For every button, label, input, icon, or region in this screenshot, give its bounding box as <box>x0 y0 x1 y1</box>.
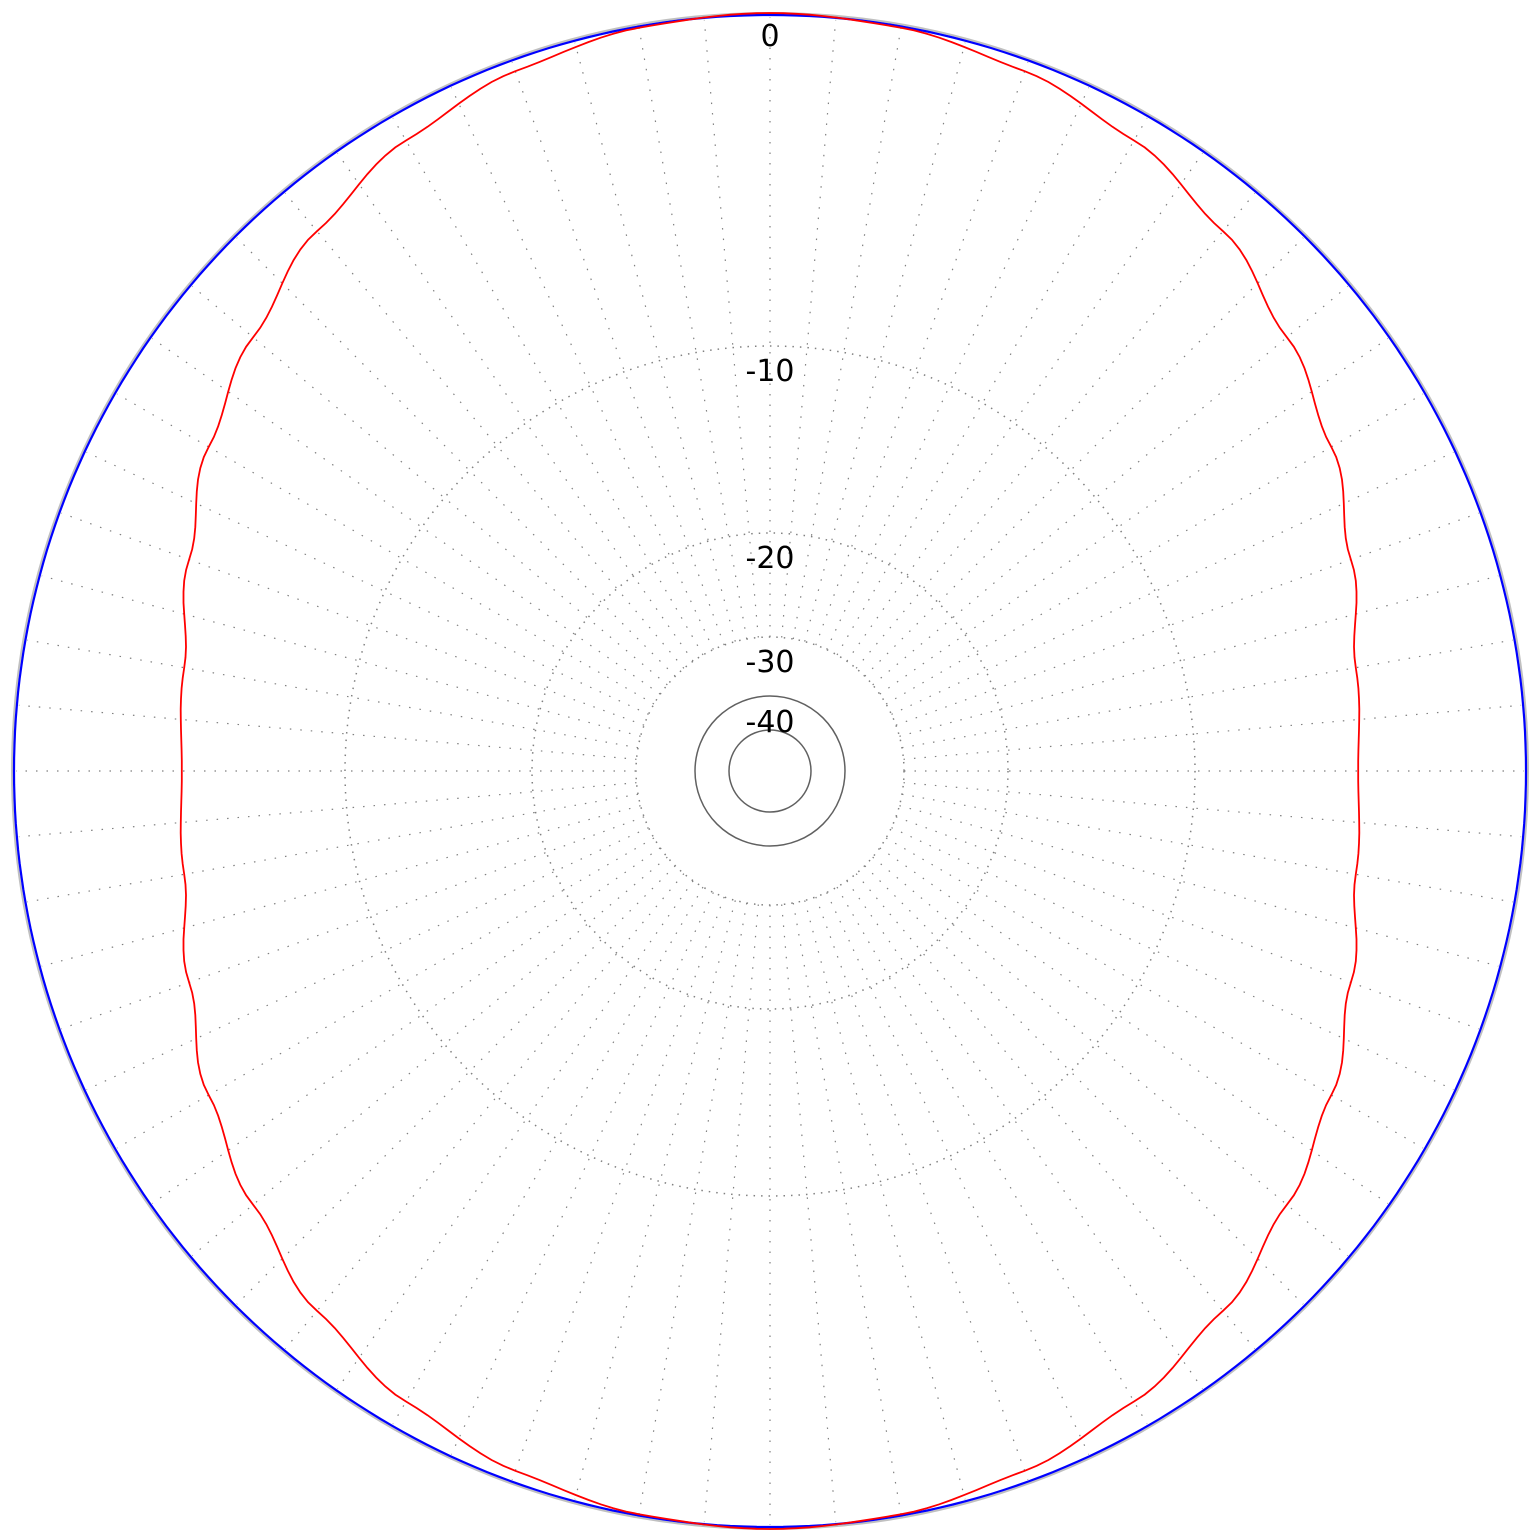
spoke-320 <box>284 193 685 669</box>
radial-grid-spokes <box>16 17 1524 1525</box>
spoke-260 <box>27 793 639 903</box>
spoke-60 <box>885 393 1424 705</box>
spoke-25 <box>826 87 1090 650</box>
series-line-2 <box>179 12 1361 1530</box>
ring-minus-20db <box>531 532 1009 1010</box>
spoke-30 <box>836 117 1148 656</box>
spoke-220 <box>284 873 685 1349</box>
ring-minus-40db <box>694 695 846 847</box>
spoke-70 <box>895 512 1479 726</box>
spoke-130 <box>872 856 1348 1257</box>
spoke-295 <box>86 451 649 715</box>
spoke-280 <box>27 639 639 749</box>
spoke-275 <box>18 704 637 760</box>
spoke-290 <box>61 512 645 726</box>
spoke-150 <box>836 886 1148 1425</box>
spoke-100 <box>901 793 1513 903</box>
spoke-175 <box>781 904 837 1523</box>
spoke-120 <box>885 837 1424 1149</box>
spoke-330 <box>392 117 704 656</box>
spoke-230 <box>192 856 668 1257</box>
spoke-165 <box>804 900 966 1500</box>
spoke-325 <box>337 153 694 662</box>
ring-0db <box>11 12 1529 1530</box>
series-line-1 <box>12 13 1528 1529</box>
radial-tick-labels: 0 -10 -20 -30 -40 <box>746 19 795 740</box>
spoke-135 <box>864 865 1304 1305</box>
spoke-65 <box>891 451 1454 715</box>
spoke-215 <box>337 880 694 1389</box>
spoke-265 <box>18 782 637 838</box>
spoke-145 <box>846 880 1203 1389</box>
spoke-80 <box>901 639 1513 749</box>
spoke-45 <box>864 237 1304 677</box>
spoke-195 <box>574 900 736 1500</box>
spoke-245 <box>86 827 649 1091</box>
spoke-85 <box>903 704 1522 760</box>
tick-label-0: 0 <box>760 19 779 54</box>
spoke-105 <box>899 805 1499 967</box>
spoke-115 <box>891 827 1454 1091</box>
concentric-grid-rings <box>11 12 1529 1530</box>
spoke-310 <box>192 285 668 686</box>
spoke-335 <box>450 87 714 650</box>
spoke-250 <box>61 816 645 1030</box>
series-layer <box>12 12 1528 1530</box>
spoke-140 <box>855 873 1256 1349</box>
spoke-10 <box>792 28 902 640</box>
spoke-225 <box>236 865 676 1305</box>
spoke-205 <box>450 892 714 1455</box>
spoke-155 <box>826 892 1090 1455</box>
spoke-110 <box>895 816 1479 1030</box>
spoke-50 <box>872 285 1348 686</box>
spoke-255 <box>41 805 641 967</box>
spoke-15 <box>804 42 966 642</box>
spoke-190 <box>638 902 748 1514</box>
spoke-160 <box>815 896 1029 1480</box>
spoke-350 <box>638 28 748 640</box>
spoke-300 <box>116 393 655 705</box>
ring-minus-30db <box>635 636 905 906</box>
tick-label-minus-20: -20 <box>746 541 795 576</box>
spoke-285 <box>41 575 641 737</box>
spoke-75 <box>899 575 1499 737</box>
spoke-35 <box>846 153 1203 662</box>
spoke-20 <box>815 62 1029 646</box>
spoke-345 <box>574 42 736 642</box>
ring-minus-50db <box>728 729 812 813</box>
spoke-170 <box>792 902 902 1514</box>
tick-label-minus-30: -30 <box>746 645 795 680</box>
spoke-95 <box>903 782 1522 838</box>
ring-minus-10db <box>344 345 1196 1197</box>
spoke-240 <box>116 837 655 1149</box>
spoke-210 <box>392 886 704 1425</box>
tick-label-minus-40: -40 <box>746 705 795 740</box>
spoke-200 <box>511 896 725 1480</box>
spoke-40 <box>855 193 1256 669</box>
spoke-315 <box>236 237 676 677</box>
spoke-185 <box>703 904 759 1523</box>
spoke-340 <box>511 62 725 646</box>
tick-label-minus-10: -10 <box>746 354 795 389</box>
